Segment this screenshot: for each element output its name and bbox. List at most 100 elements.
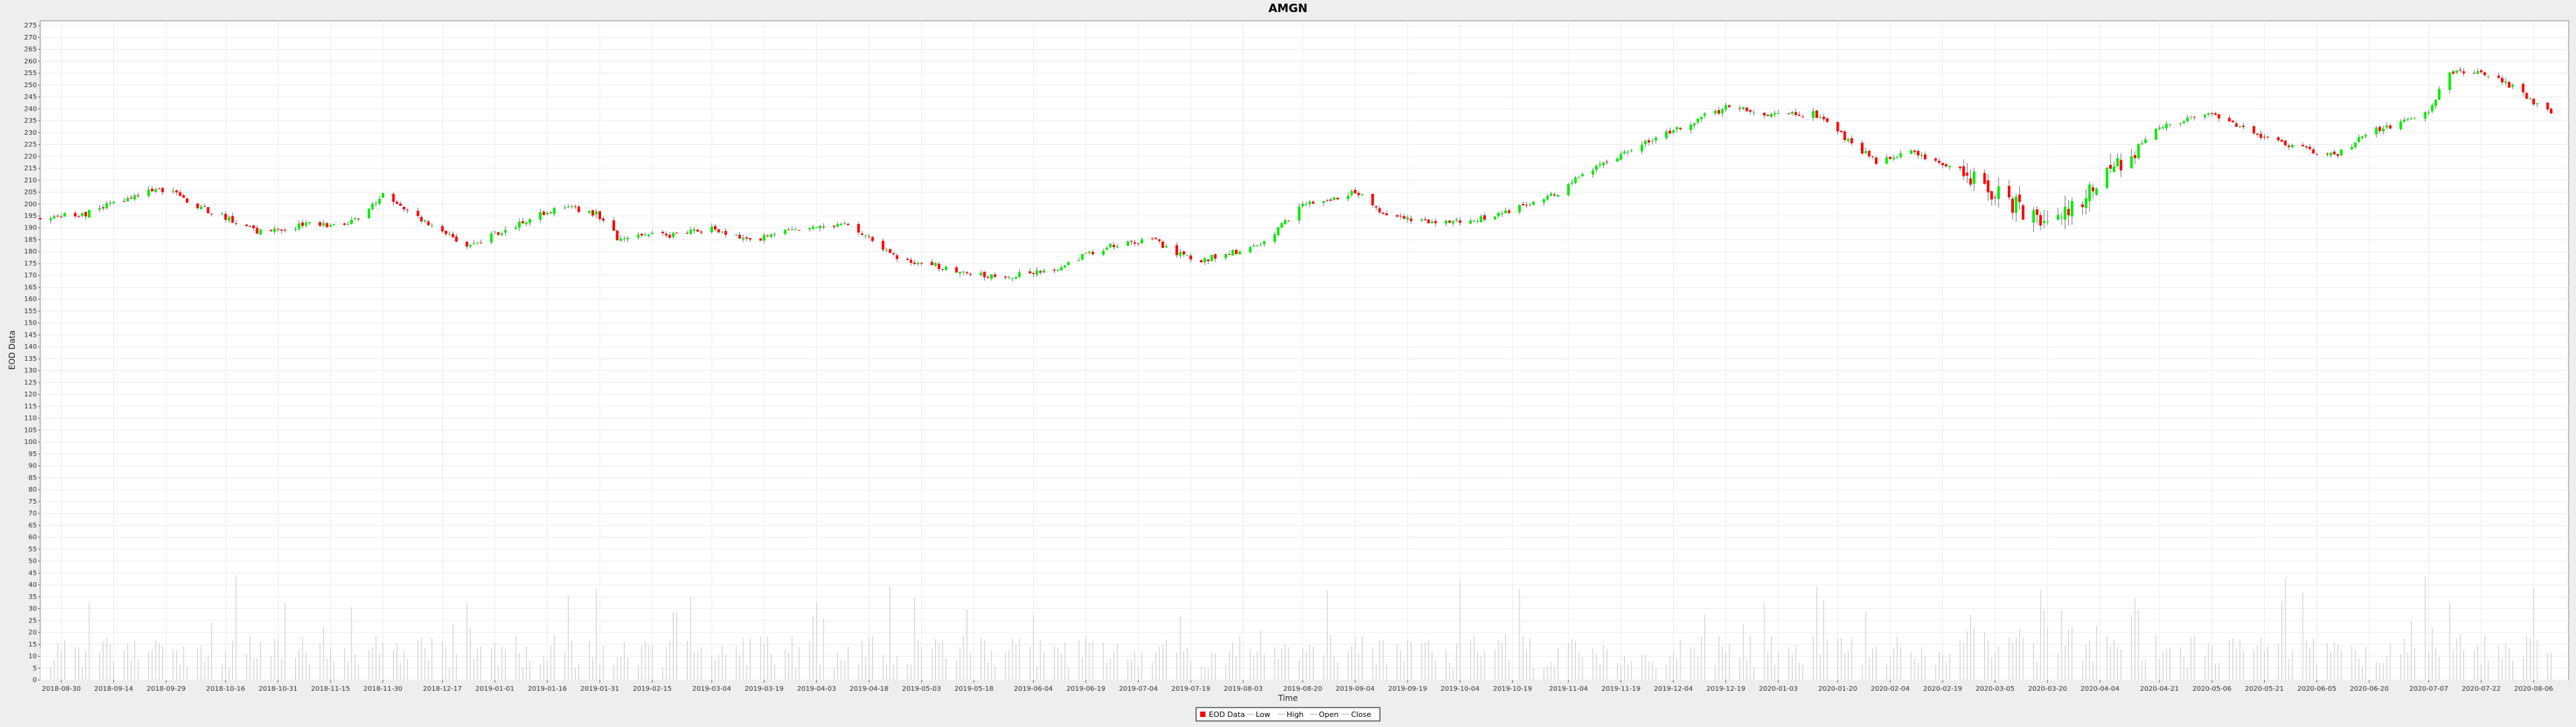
y-tick-label: 205 bbox=[24, 189, 37, 197]
candle-up bbox=[2381, 128, 2385, 131]
plot-area bbox=[40, 20, 2569, 681]
candle-up bbox=[88, 209, 91, 218]
candle-up bbox=[1140, 239, 1144, 244]
x-tick-label: 2020-06-05 bbox=[2298, 685, 2337, 693]
x-tick-label: 2019-07-19 bbox=[1171, 685, 1210, 693]
y-tick-label: 105 bbox=[24, 427, 37, 434]
candle-up bbox=[49, 218, 52, 221]
candle-down bbox=[2081, 204, 2084, 207]
y-tick-label: 55 bbox=[28, 546, 37, 553]
candle-up bbox=[790, 229, 794, 230]
candle-up bbox=[1640, 144, 1644, 152]
candle-down bbox=[1798, 114, 1801, 116]
candle-down bbox=[2092, 187, 2094, 192]
candle-up bbox=[2399, 121, 2402, 129]
candle-down bbox=[1917, 151, 1920, 156]
candle-up bbox=[2207, 113, 2210, 115]
candle-up bbox=[1697, 118, 1699, 123]
x-tick-label: 2019-09-04 bbox=[1336, 685, 1375, 693]
candle-down bbox=[207, 207, 210, 213]
candle-down bbox=[616, 230, 619, 241]
candle-up bbox=[1067, 262, 1070, 266]
candle-up bbox=[637, 234, 640, 238]
candle-down bbox=[406, 209, 409, 211]
candle-down bbox=[2256, 133, 2259, 135]
candle-down bbox=[1825, 118, 1829, 122]
y-tick-label: 270 bbox=[24, 34, 37, 42]
candle-up bbox=[570, 206, 574, 207]
y-tick-label: 75 bbox=[28, 498, 37, 506]
candle-down bbox=[301, 222, 304, 226]
candle-down bbox=[1507, 210, 1511, 213]
candle-up bbox=[784, 229, 787, 234]
candle-down bbox=[398, 203, 402, 206]
candle-up bbox=[2438, 89, 2441, 100]
x-tick-label: 2020-03-05 bbox=[1976, 685, 2015, 693]
y-tick-label: 160 bbox=[24, 296, 37, 303]
candle-down bbox=[1934, 158, 1937, 161]
candle-down bbox=[2508, 82, 2511, 88]
candle-up bbox=[2015, 197, 2018, 213]
candle-down bbox=[1839, 131, 1843, 133]
candle-up bbox=[1252, 245, 1255, 247]
candle-down bbox=[983, 272, 986, 278]
candle-up bbox=[1263, 241, 1266, 245]
candle-up bbox=[1616, 158, 1619, 162]
candle-up bbox=[1305, 204, 1308, 205]
candle-up bbox=[518, 221, 521, 228]
y-tick-label: 100 bbox=[24, 439, 37, 446]
candle-down bbox=[1371, 194, 1375, 206]
candle-down bbox=[1868, 150, 1871, 157]
y-tick-label: 250 bbox=[24, 82, 37, 89]
candle-down bbox=[749, 238, 752, 239]
candle-up bbox=[553, 207, 556, 215]
candle-down bbox=[1458, 220, 1462, 223]
candle-up bbox=[1322, 201, 1326, 203]
candle-down bbox=[2067, 209, 2070, 216]
candle-up bbox=[2239, 126, 2241, 127]
candle-down bbox=[427, 221, 430, 225]
candle-down bbox=[724, 231, 727, 235]
candle-up bbox=[354, 217, 357, 219]
candle-up bbox=[515, 227, 517, 229]
candle-down bbox=[161, 188, 164, 192]
candle-up bbox=[1892, 158, 1895, 160]
candle-down bbox=[1937, 160, 1941, 163]
candle-down bbox=[1136, 243, 1140, 244]
candle-up bbox=[308, 222, 311, 223]
candle-down bbox=[1207, 259, 1210, 262]
candle-up bbox=[1297, 206, 1301, 221]
candle-up bbox=[472, 243, 476, 244]
candle-down bbox=[178, 192, 182, 197]
x-axis-label: Time bbox=[1277, 693, 1297, 703]
candle-down bbox=[1175, 245, 1179, 256]
candle-down bbox=[871, 237, 874, 241]
y-tick-label: 80 bbox=[28, 486, 37, 494]
legend-label: Low bbox=[1256, 710, 1271, 719]
candle-up bbox=[1504, 210, 1507, 214]
candle-up bbox=[1273, 234, 1277, 242]
candle-up bbox=[1721, 109, 1724, 114]
candle-down bbox=[1888, 156, 1892, 160]
candle-up bbox=[1972, 171, 1976, 184]
candle-up bbox=[493, 231, 496, 233]
y-axis: 0 5 10 15 20 25 30 35 40 45 50 55 60 65 70 75 80 85 90 95 10… bbox=[24, 22, 40, 684]
candle-up bbox=[1102, 250, 1105, 255]
candle-up bbox=[332, 224, 335, 225]
candle-up bbox=[1109, 243, 1112, 247]
candle-up bbox=[1689, 125, 1693, 130]
candle-up bbox=[864, 235, 867, 237]
candle-down bbox=[1986, 180, 1990, 192]
x-tick-label: 2019-03-19 bbox=[745, 685, 784, 693]
candle-up bbox=[1542, 199, 1546, 203]
candle-up bbox=[2385, 125, 2388, 128]
candle-down bbox=[1962, 166, 1966, 176]
x-tick-label: 2020-07-07 bbox=[2409, 685, 2448, 693]
candle-up bbox=[1700, 117, 1703, 119]
candle-up bbox=[1654, 137, 1658, 141]
y-tick-label: 50 bbox=[28, 558, 37, 565]
candle-down bbox=[602, 218, 605, 221]
candle-up bbox=[80, 213, 84, 216]
candle-up bbox=[2130, 156, 2133, 168]
